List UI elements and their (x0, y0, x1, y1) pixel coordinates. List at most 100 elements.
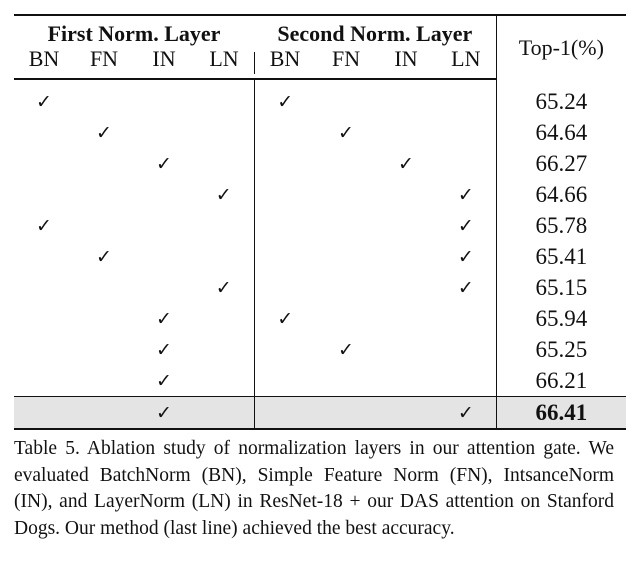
first-bn-cell (14, 148, 74, 179)
first-ln-cell (194, 396, 255, 430)
table-row: ✓ ✓ 65.15 (14, 272, 627, 303)
table-row: ✓ ✓ 64.64 (14, 117, 627, 148)
second-in-cell (376, 334, 436, 365)
col-header-second-ln: LN (436, 46, 497, 80)
first-bn-cell (14, 272, 74, 303)
second-ln-cell-checked: ✓ (436, 241, 496, 272)
first-fn-cell (74, 272, 134, 303)
first-in-cell (134, 117, 194, 148)
table-row-best: ✓ ✓ 66.41 (14, 396, 627, 430)
table-row: ✓ ✓ 65.24 (14, 79, 627, 117)
first-bn-cell (14, 334, 74, 365)
col-header-first-fn: FN (74, 46, 134, 80)
top1-value: 65.41 (495, 241, 627, 272)
first-ln-cell (194, 303, 254, 334)
first-ln-cell (194, 241, 254, 272)
first-in-cell-checked: ✓ (134, 303, 194, 334)
second-ln-cell (436, 79, 496, 117)
second-bn-cell (253, 334, 317, 365)
ablation-table-container: First Norm. Layer Second Norm. Layer Top… (14, 14, 627, 430)
first-in-cell-checked: ✓ (134, 365, 194, 397)
first-fn-cell (74, 148, 134, 179)
second-in-cell (376, 303, 436, 334)
check-mark-icon: ✓ (36, 91, 52, 113)
second-in-cell (376, 117, 436, 148)
second-fn-cell (316, 179, 376, 210)
second-fn-cell-checked: ✓ (316, 334, 376, 365)
first-bn-cell-checked: ✓ (14, 210, 74, 241)
first-bn-cell (14, 241, 74, 272)
check-mark-icon: ✓ (96, 122, 112, 144)
col-header-first-bn: BN (14, 46, 74, 80)
second-fn-cell-checked: ✓ (316, 117, 376, 148)
top1-header: Top-1(%) (495, 14, 627, 79)
first-fn-cell (74, 365, 134, 397)
check-mark-icon: ✓ (457, 215, 474, 237)
first-in-cell (134, 241, 194, 272)
table-row: ✓ ✓ 65.94 (14, 303, 627, 334)
table-row: ✓ ✓ 65.41 (14, 241, 627, 272)
check-mark-icon: ✓ (277, 91, 294, 113)
top1-value: 64.66 (495, 179, 627, 210)
second-in-cell-checked: ✓ (376, 148, 436, 179)
check-mark-icon: ✓ (96, 246, 112, 268)
table-row: ✓ 66.21 (14, 365, 627, 397)
col-header-second-fn: FN (316, 46, 377, 80)
first-fn-cell (74, 210, 134, 241)
first-ln-cell-checked: ✓ (194, 272, 254, 303)
second-fn-cell (316, 272, 376, 303)
second-bn-cell (253, 117, 317, 148)
check-mark-icon: ✓ (215, 277, 232, 299)
top1-value: 66.41 (495, 396, 627, 430)
check-mark-icon: ✓ (156, 308, 172, 330)
first-bn-cell (14, 396, 74, 430)
second-bn-cell-checked: ✓ (253, 303, 317, 334)
second-ln-cell-checked: ✓ (436, 179, 496, 210)
top1-value: 65.24 (495, 79, 627, 117)
second-bn-cell (253, 272, 317, 303)
second-fn-cell (316, 210, 376, 241)
first-in-cell (134, 272, 194, 303)
top1-value: 65.78 (495, 210, 627, 241)
check-mark-icon: ✓ (457, 246, 474, 268)
top1-value: 65.15 (495, 272, 627, 303)
second-in-cell (376, 79, 436, 117)
first-in-cell (134, 79, 194, 117)
first-fn-cell-checked: ✓ (74, 241, 134, 272)
second-bn-cell (253, 179, 317, 210)
first-bn-cell (14, 179, 74, 210)
top1-value: 66.21 (495, 365, 627, 397)
col-header-first-ln: LN (194, 46, 255, 80)
table-row: ✓ ✓ 65.25 (14, 334, 627, 365)
second-norm-layer-header: Second Norm. Layer (254, 14, 497, 46)
first-fn-cell (74, 79, 134, 117)
first-ln-cell (194, 148, 254, 179)
check-mark-icon: ✓ (338, 122, 354, 144)
first-ln-cell (194, 210, 254, 241)
table-row: ✓ ✓ 64.66 (14, 179, 627, 210)
check-mark-icon: ✓ (156, 339, 172, 361)
second-in-cell (376, 396, 437, 430)
table-row: ✓ ✓ 65.78 (14, 210, 627, 241)
table-body: ✓ ✓ 65.24 ✓ ✓ 64.64 ✓ ✓ 66.27 ✓ ✓ 64.66 ✓ ✓ 65.78 ✓ ✓ 65.… (14, 79, 627, 430)
second-ln-cell (436, 334, 496, 365)
second-fn-cell (316, 396, 377, 430)
check-mark-icon: ✓ (277, 308, 294, 330)
check-mark-icon: ✓ (398, 153, 414, 175)
second-in-cell (376, 272, 436, 303)
second-fn-cell (316, 303, 376, 334)
second-bn-cell-checked: ✓ (253, 79, 317, 117)
first-ln-cell (194, 117, 254, 148)
second-bn-cell (253, 396, 317, 430)
second-in-cell (376, 365, 436, 397)
second-bn-cell (253, 241, 317, 272)
second-in-cell (376, 210, 436, 241)
check-mark-icon: ✓ (457, 402, 474, 424)
second-fn-cell (316, 148, 376, 179)
second-fn-cell (316, 241, 376, 272)
first-in-cell-checked: ✓ (134, 334, 194, 365)
second-ln-cell (436, 303, 496, 334)
second-ln-cell (436, 365, 496, 397)
second-ln-cell-checked: ✓ (436, 272, 496, 303)
first-ln-cell (194, 334, 254, 365)
